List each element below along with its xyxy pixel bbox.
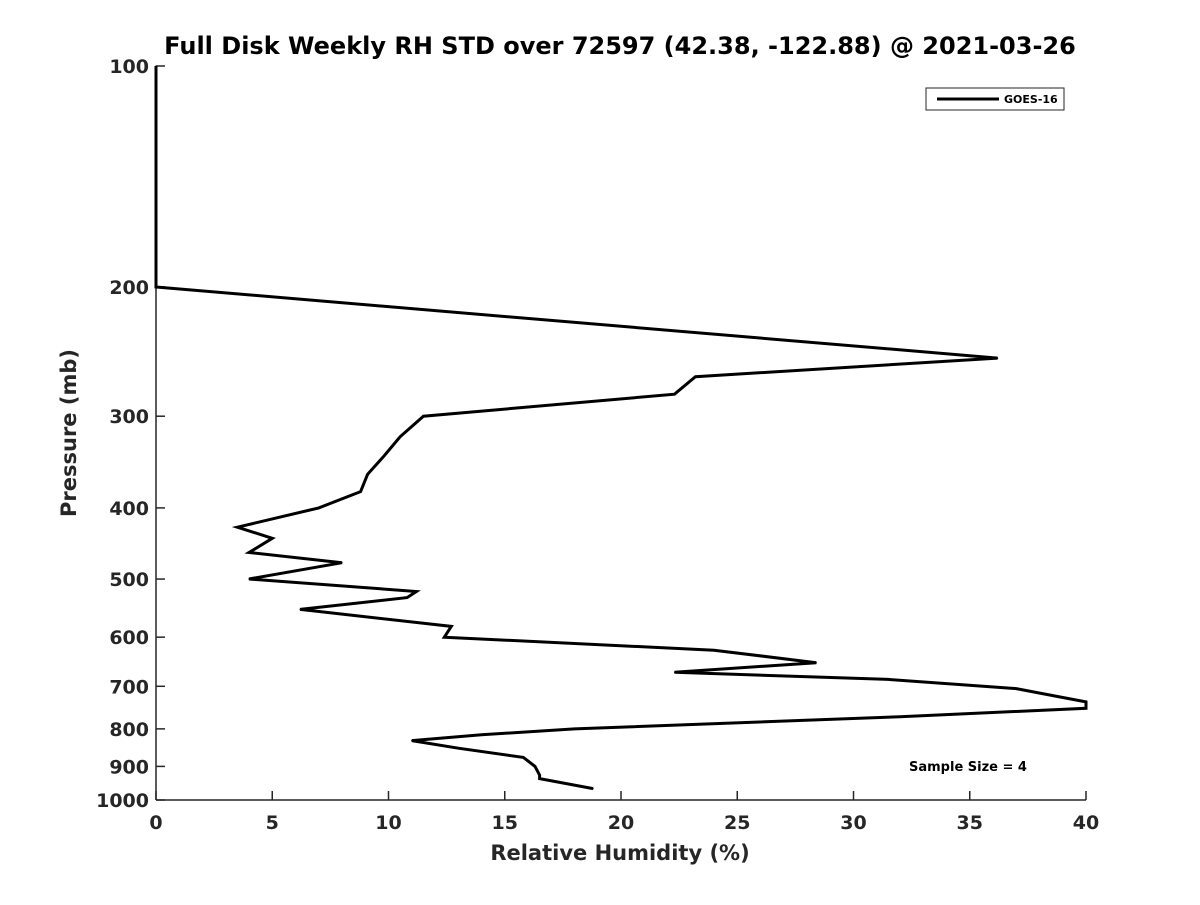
data-point	[539, 774, 541, 776]
data-point	[1085, 701, 1087, 703]
y-tick-label: 400	[109, 498, 149, 520]
data-point	[815, 662, 817, 664]
data-point	[383, 455, 385, 457]
tick-marks: 0 5 10 15 20 25 30 35 40 100 200 300 400 500 600 700 800…	[96, 56, 1099, 834]
x-tick-label: 25	[724, 812, 750, 834]
data-point	[1015, 688, 1017, 690]
data-point	[450, 625, 452, 628]
legend: GOES-16	[925, 87, 1065, 111]
x-tick-label: 5	[266, 812, 279, 834]
y-tick-label: 500	[109, 569, 149, 591]
data-point	[997, 357, 999, 359]
data-point	[899, 716, 901, 718]
data-point	[443, 636, 445, 638]
data-point	[539, 778, 541, 780]
series-line-goes-16	[154, 66, 1088, 791]
data-point	[522, 756, 525, 759]
data-point	[1062, 696, 1064, 699]
data-point	[887, 678, 890, 681]
data-point	[155, 65, 157, 67]
data-point	[422, 415, 424, 417]
y-axis-label: Pressure (mb)	[57, 349, 81, 517]
y-tick-label: 600	[109, 627, 149, 649]
y-tick-label: 200	[109, 277, 149, 299]
data-point	[457, 747, 459, 749]
data-point	[415, 590, 417, 593]
data-point	[155, 286, 157, 288]
y-tick-label: 1000	[96, 790, 149, 812]
data-point	[236, 526, 238, 528]
data-point	[673, 393, 676, 395]
data-point	[694, 376, 697, 378]
x-tick-label: 40	[1073, 812, 1099, 834]
data-point	[248, 551, 250, 554]
y-tick-label: 800	[109, 719, 149, 741]
x-tick-label: 35	[957, 812, 983, 834]
data-point	[367, 473, 369, 475]
chart-title: Full Disk Weekly RH STD over 72597 (42.3…	[164, 32, 1076, 60]
data-point	[299, 608, 301, 611]
data-point	[318, 507, 320, 509]
series-group	[154, 65, 1088, 791]
x-axis-label: Relative Humidity (%)	[490, 841, 749, 865]
data-point	[155, 194, 157, 196]
data-point	[673, 671, 676, 673]
x-tick-label: 0	[149, 812, 162, 834]
data-point	[1085, 707, 1087, 709]
data-point	[411, 740, 413, 742]
data-point	[248, 578, 250, 580]
data-point	[573, 728, 576, 730]
legend-label-goes-16: GOES-16	[1004, 93, 1058, 106]
x-tick-label: 10	[375, 812, 401, 834]
data-point	[480, 734, 483, 736]
y-tick-label: 100	[109, 56, 149, 78]
x-tick-label: 20	[608, 812, 634, 834]
data-point	[592, 788, 594, 790]
data-point	[341, 562, 343, 564]
data-point	[713, 649, 715, 651]
x-tick-label: 30	[840, 812, 866, 834]
x-tick-label: 15	[492, 812, 518, 834]
y-tick-label: 300	[109, 406, 149, 428]
sample-size-annotation: Sample Size = 4	[909, 760, 1027, 775]
data-point	[271, 537, 273, 539]
data-point	[399, 436, 401, 438]
y-tick-label: 700	[109, 676, 149, 698]
y-tick-label: 900	[109, 756, 149, 778]
data-point	[534, 765, 536, 768]
data-point	[406, 597, 408, 599]
data-point	[360, 491, 362, 493]
